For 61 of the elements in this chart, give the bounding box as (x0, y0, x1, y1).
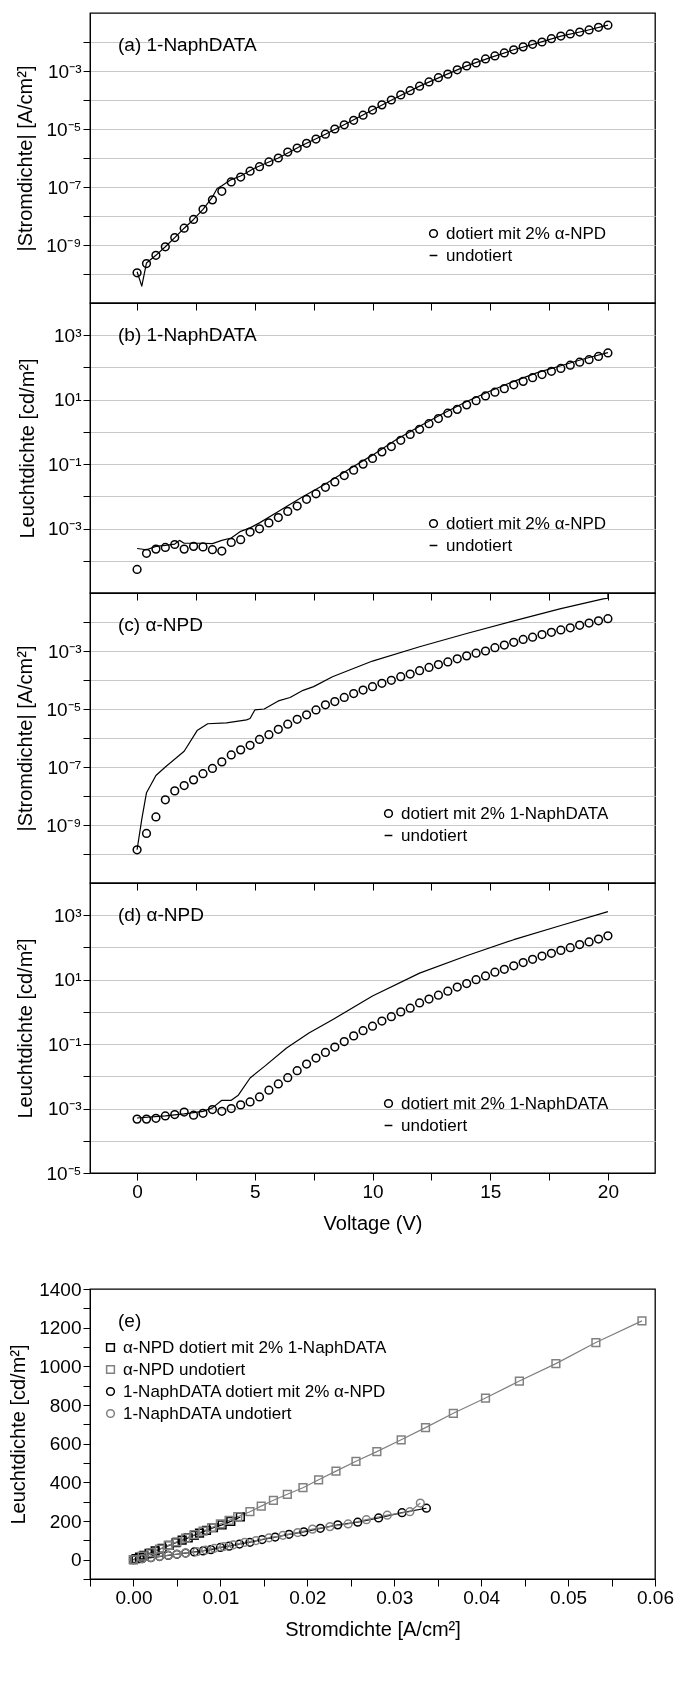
y-axis-title: Leuchtdichte [cd/m²] (16, 358, 39, 539)
y-tick-label: 10⁻⁵ (46, 698, 82, 720)
y-tick-label: 10⁻¹ (48, 1033, 82, 1055)
y-tick-label: 400 (49, 1471, 82, 1493)
y-tick-label: 10⁻⁹ (46, 814, 82, 836)
x-tick-label: 15 (480, 1180, 502, 1202)
y-tick-label: 1400 (39, 1278, 82, 1300)
annotation: (b) 1-NaphDATA (118, 324, 257, 345)
legend-label: dotiert mit 2% α-NPD (446, 223, 607, 243)
x-tick-label: 0.01 (202, 1586, 240, 1608)
y-tick-label: 1200 (39, 1317, 82, 1339)
legend-label: dotiert mit 2% 1-NaphDATA (401, 803, 609, 823)
legend-label: 1-NaphDATA dotiert mit 2% α-NPD (123, 1381, 386, 1401)
x-tick-label: 0.06 (637, 1586, 674, 1608)
x-axis-title: Voltage (V) (323, 1211, 423, 1234)
y-tick-label: 10⁻³ (48, 640, 82, 662)
y-tick-label: 10⁻³ (48, 1098, 82, 1120)
y-tick-label: 10⁻⁷ (47, 176, 82, 198)
y-tick-label: 10¹ (54, 969, 82, 991)
y-tick-label: 200 (49, 1510, 82, 1532)
y-tick-label: 10¹ (54, 389, 82, 411)
y-tick-label: 10⁻⁹ (46, 234, 82, 256)
legend-label: α-NPD undotiert (123, 1359, 246, 1379)
x-tick-label: 5 (250, 1180, 261, 1202)
y-axis-title: |Stromdichte| [A/cm²] (14, 65, 37, 252)
y-tick-label: 800 (49, 1394, 82, 1416)
legend-label: dotiert mit 2% α-NPD (446, 513, 607, 533)
annotation: (c) α-NPD (118, 614, 203, 635)
annotation: (a) 1-NaphDATA (118, 34, 257, 55)
y-axis-title: Leuchtdichte [cd/m²] (14, 938, 37, 1119)
y-axis-title: |Stromdichte| [A/cm²] (14, 645, 37, 832)
y-tick-label: 10⁻⁵ (46, 1162, 82, 1184)
x-tick-label: 0.04 (463, 1586, 501, 1608)
y-tick-label: 1000 (39, 1355, 82, 1377)
x-axis-title: Stromdichte [A/cm²] (285, 1617, 461, 1640)
legend-label: 1-NaphDATA undotiert (123, 1403, 292, 1423)
x-tick-label: 10 (362, 1180, 384, 1202)
x-tick-label: 20 (597, 1180, 619, 1202)
legend-label: undotiert (401, 1115, 468, 1135)
legend-label: α-NPD dotiert mit 2% 1-NaphDATA (123, 1337, 387, 1357)
y-tick-label: 10³ (54, 904, 82, 926)
y-tick-label: 10⁻¹ (48, 453, 82, 475)
y-tick-label: 10⁻⁷ (47, 756, 82, 778)
x-tick-label: 0.03 (376, 1586, 414, 1608)
y-tick-label: 10⁻³ (48, 518, 82, 540)
y-tick-label: 600 (49, 1433, 82, 1455)
annotation: (d) α-NPD (118, 904, 204, 925)
y-axis-title: Leuchtdichte [cd/m²] (7, 1344, 30, 1525)
legend-label: undotiert (446, 535, 513, 555)
y-tick-label: 10⁻⁵ (46, 118, 82, 140)
y-tick-label: 0 (70, 1549, 82, 1571)
legend-label: dotiert mit 2% 1-NaphDATA (401, 1093, 609, 1113)
y-tick-label: 10⁻³ (48, 60, 82, 82)
x-tick-label: 0.02 (289, 1586, 327, 1608)
legend-label: undotiert (401, 825, 468, 845)
legend-label: undotiert (446, 245, 513, 265)
annotation: (e) (118, 1310, 142, 1331)
x-tick-label: 0.00 (115, 1586, 153, 1608)
y-tick-label: 10³ (54, 324, 82, 346)
x-tick-label: 0.05 (550, 1586, 588, 1608)
x-tick-label: 0 (132, 1180, 143, 1202)
